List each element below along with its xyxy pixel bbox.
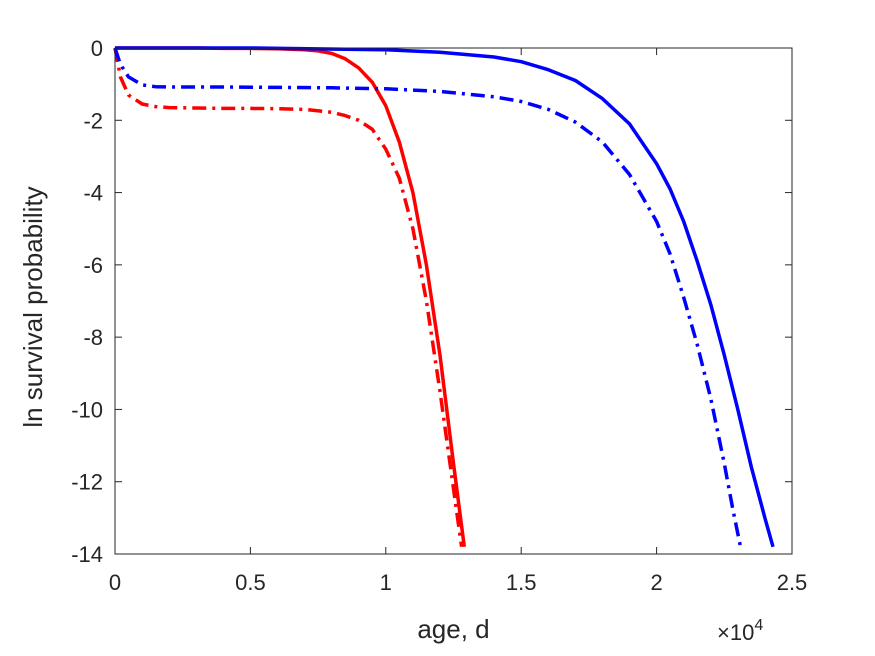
y-tick-label: -4 (83, 181, 103, 206)
y-tick-label: -14 (71, 542, 103, 567)
x-tick-label: 0 (109, 570, 121, 595)
y-tick-label: -2 (83, 108, 103, 133)
series-line-1 (115, 46, 467, 548)
x-tick-label: 2.5 (777, 570, 808, 595)
series-line-2 (113, 47, 464, 548)
x-axis-multiplier-power: 4 (754, 617, 763, 634)
x-tick-label: 0.5 (235, 570, 266, 595)
x-axis-multiplier-base: ×10 (717, 620, 754, 645)
series-line-4 (113, 47, 743, 548)
y-tick-label: -8 (83, 325, 103, 350)
x-tick-label: 1.5 (506, 570, 537, 595)
series-layer (113, 46, 775, 548)
ticks-layer: 0 0.5 1 1.5 2 2.5 0 -2 -4 -6 -8 -10 -12 -14 (71, 36, 807, 595)
y-tick-label: -12 (71, 470, 103, 495)
series-line-3 (115, 46, 775, 548)
x-axis-multiplier: ×104 (717, 617, 763, 645)
x-tick-label: 1 (380, 570, 392, 595)
x-tick-label: 2 (650, 570, 662, 595)
y-tick-label: -10 (71, 397, 103, 422)
y-tick-label: -6 (83, 253, 103, 278)
axes-box (114, 47, 793, 555)
y-axis-label: ln survival probability (18, 186, 48, 427)
x-axis-label: age, d (417, 614, 489, 644)
y-tick-label: 0 (91, 36, 103, 61)
